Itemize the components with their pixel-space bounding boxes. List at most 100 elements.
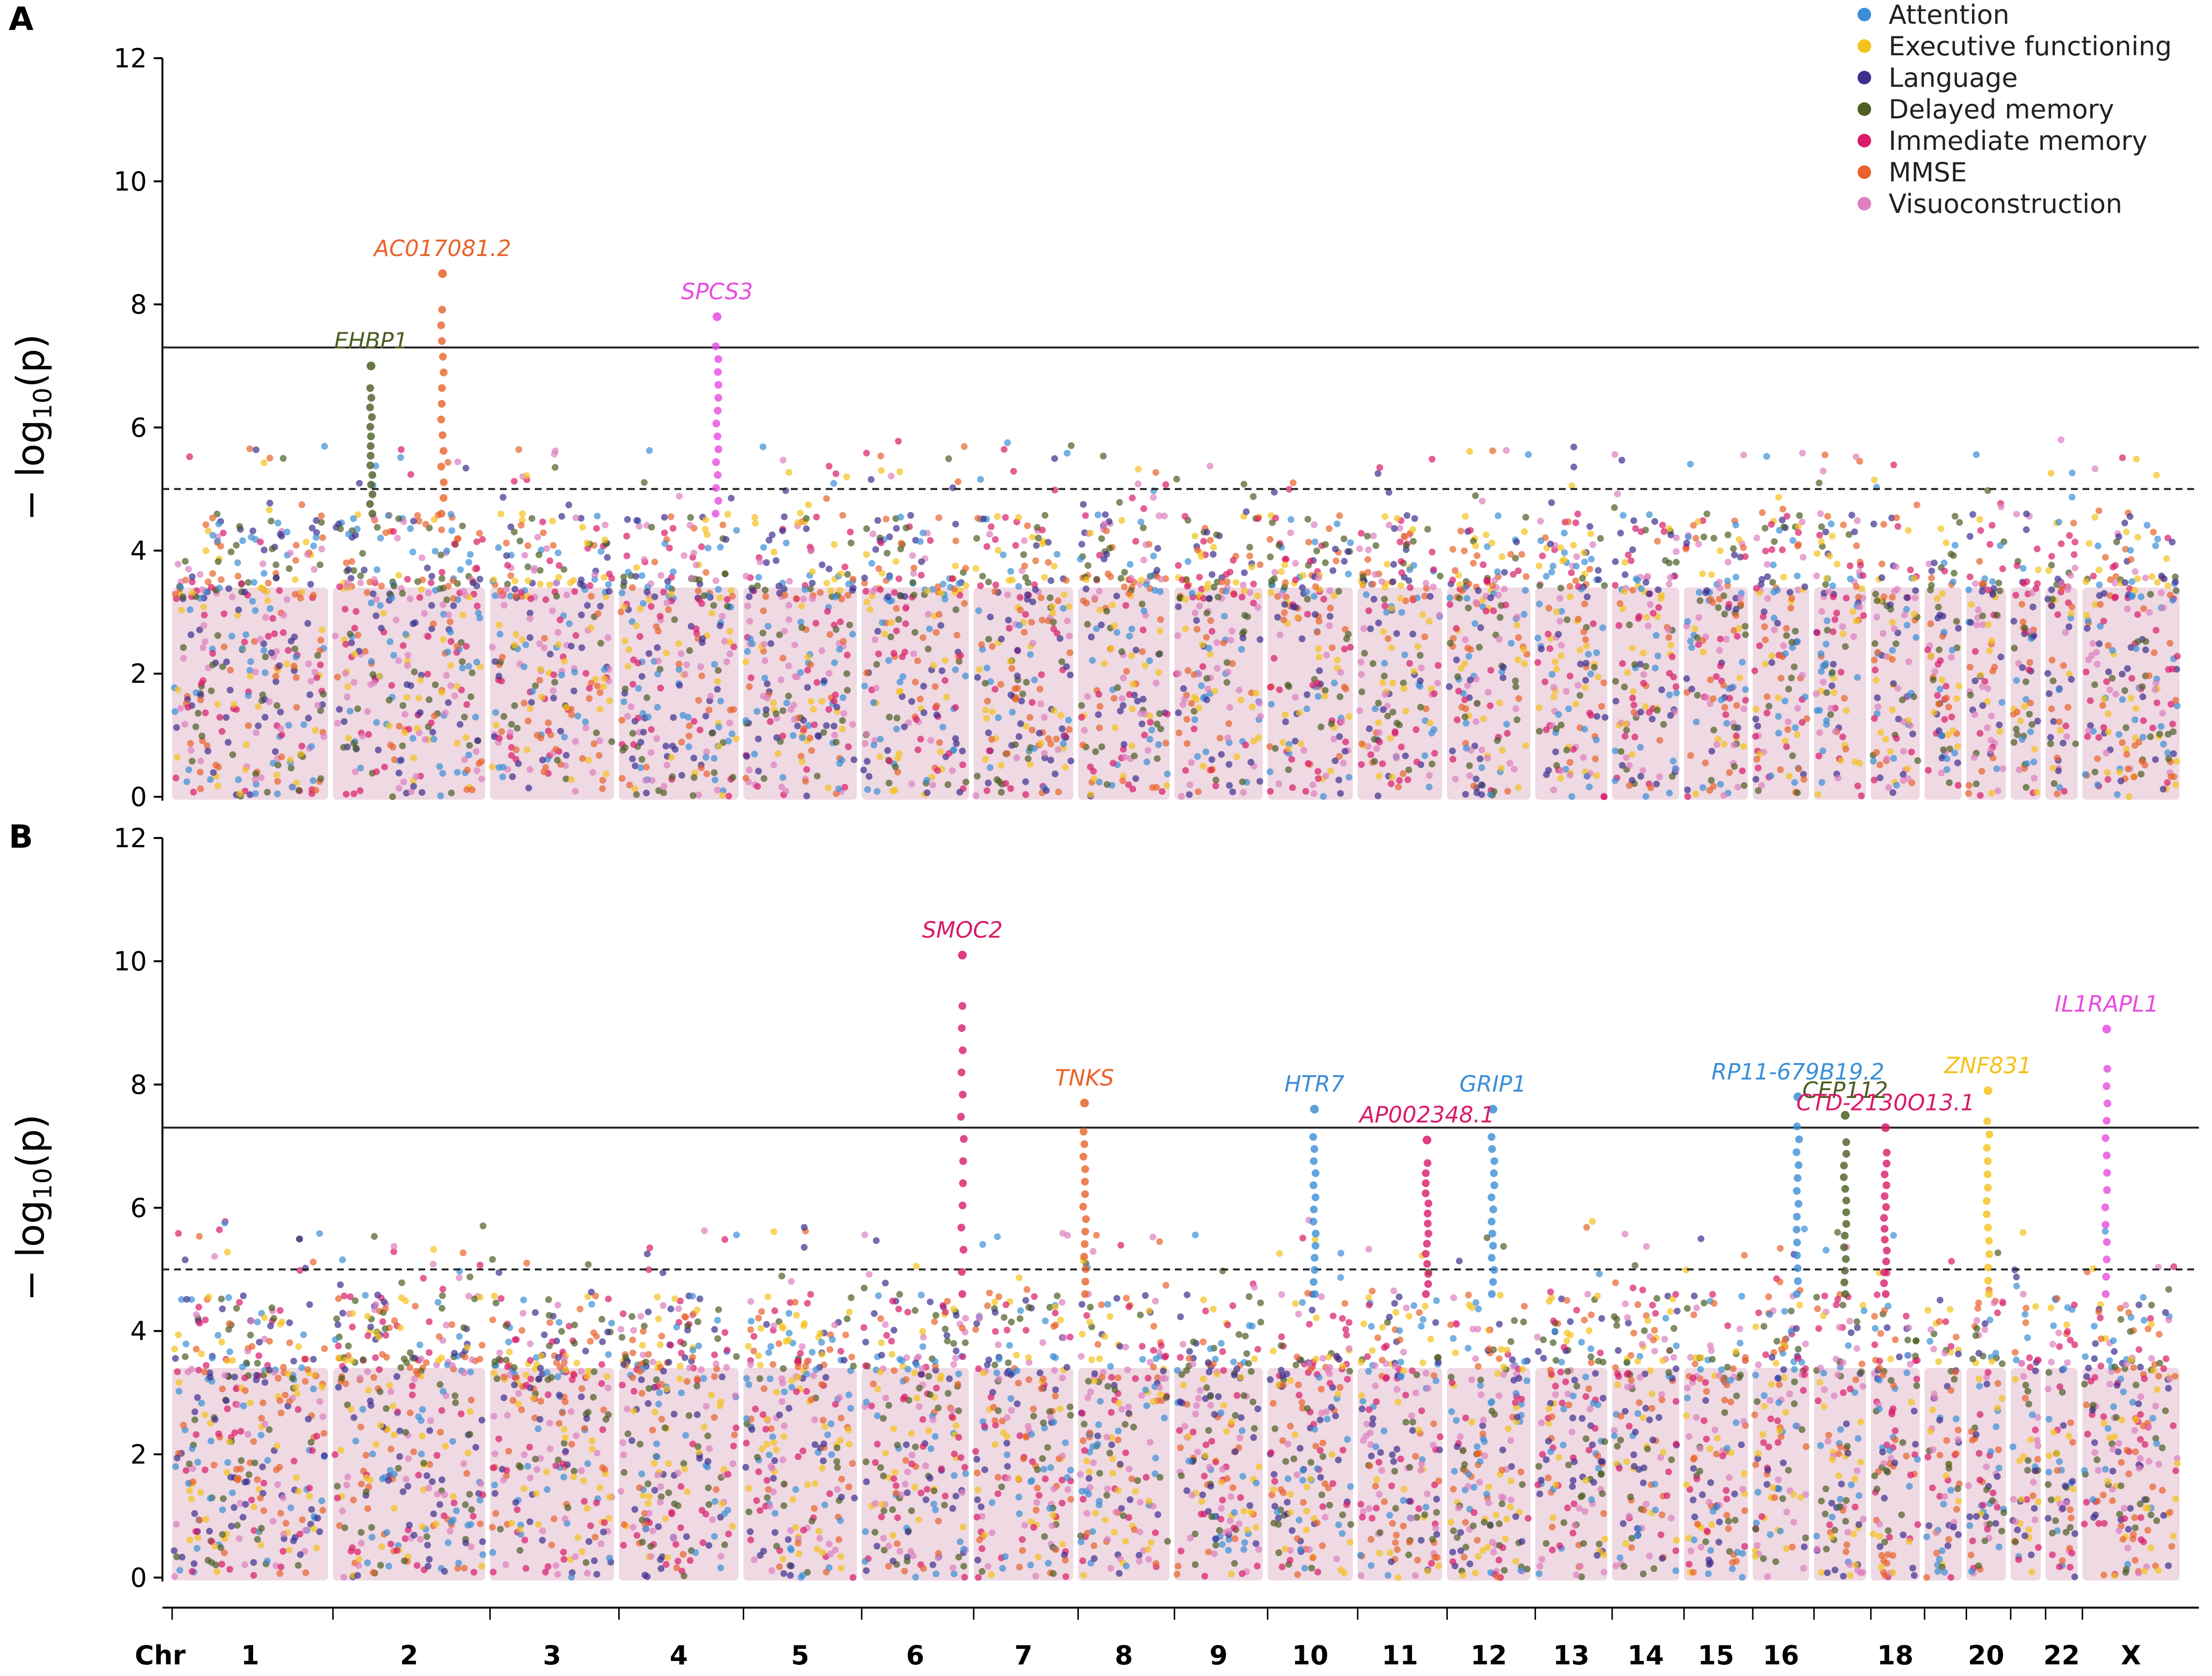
snp-point xyxy=(334,1495,341,1501)
snp-point xyxy=(1194,753,1201,760)
snp-point xyxy=(952,521,959,528)
snp-point xyxy=(1401,651,1408,658)
snp-point xyxy=(1391,525,1398,532)
snp-point xyxy=(1047,595,1054,601)
snp-point xyxy=(578,645,585,651)
snp-point xyxy=(826,670,833,677)
snp-point xyxy=(1988,737,1994,743)
snp-point xyxy=(550,687,557,694)
snp-point xyxy=(1198,682,1205,689)
snp-point xyxy=(1303,706,1310,712)
snp-point xyxy=(1196,602,1203,609)
snp-point xyxy=(1637,744,1644,751)
snp-point xyxy=(1119,648,1125,655)
snp-point xyxy=(810,706,817,713)
snp-point xyxy=(518,1406,525,1413)
snp-point xyxy=(489,1256,496,1263)
snp-point xyxy=(1421,633,1428,640)
snp-point xyxy=(464,1470,470,1477)
snp-point xyxy=(445,699,452,706)
snp-point xyxy=(438,575,445,582)
snp-point xyxy=(424,564,431,571)
snp-point xyxy=(749,640,756,647)
snp-point xyxy=(1084,693,1091,700)
snp-point xyxy=(647,580,654,587)
snp-point xyxy=(606,588,612,595)
snp-point xyxy=(1535,659,1541,666)
snp-point xyxy=(1472,492,1479,499)
snp-point xyxy=(377,1562,384,1569)
snp-point xyxy=(933,629,940,636)
snp-point xyxy=(1375,720,1382,726)
snp-point xyxy=(1537,582,1543,589)
snp-point xyxy=(773,710,780,717)
snp-point xyxy=(1335,776,1342,783)
panel-letter-b: B xyxy=(9,818,33,855)
snp-point xyxy=(1913,501,1920,508)
snp-point xyxy=(1703,587,1710,594)
snp-point xyxy=(622,686,629,693)
snp-point xyxy=(767,718,774,725)
snp-point xyxy=(683,661,690,668)
snp-point xyxy=(345,531,352,538)
snp-point xyxy=(268,518,274,525)
snp-point xyxy=(1036,730,1042,737)
snp-point xyxy=(536,677,543,684)
snp-point xyxy=(1695,641,1702,648)
snp-point xyxy=(195,1367,202,1373)
chromosome-points-16 xyxy=(1751,450,1811,800)
snp-point xyxy=(910,579,916,586)
snp-point xyxy=(1381,673,1388,679)
snp-point xyxy=(1226,761,1233,768)
snp-point xyxy=(953,740,960,747)
snp-point xyxy=(2065,583,2072,590)
snp-point xyxy=(1484,755,1491,762)
snp-point xyxy=(1637,773,1644,780)
snp-point xyxy=(1639,767,1646,774)
snp-point xyxy=(1911,611,1918,617)
snp-point xyxy=(1120,702,1126,709)
snp-point xyxy=(585,1261,592,1268)
snp-point xyxy=(962,582,969,589)
snp-point xyxy=(624,552,630,559)
snp-point xyxy=(1464,595,1471,602)
snp-point xyxy=(690,755,697,761)
snp-point xyxy=(1257,636,1264,643)
snp-point xyxy=(998,762,1005,769)
snp-point xyxy=(2035,566,2042,573)
snp-point xyxy=(429,1478,435,1485)
snp-point xyxy=(1496,700,1503,707)
snp-point xyxy=(661,514,668,521)
snp-point xyxy=(849,587,856,594)
snp-point xyxy=(1029,640,1036,647)
snp-point xyxy=(2023,511,2030,517)
snp-point xyxy=(1473,599,1479,606)
snp-point xyxy=(1276,542,1282,548)
snp-point xyxy=(254,1536,261,1543)
snp-point xyxy=(690,718,697,725)
snp-point xyxy=(1397,538,1404,545)
snp-point xyxy=(895,616,902,623)
snp-point xyxy=(218,1338,225,1345)
snp-point xyxy=(1775,494,1782,501)
snp-point xyxy=(1500,675,1507,681)
snp-point xyxy=(340,1574,347,1580)
snp-point xyxy=(1282,711,1289,718)
snp-point xyxy=(337,526,344,532)
snp-point xyxy=(631,785,638,792)
snp-point xyxy=(245,692,252,699)
y-tick-label: 0 xyxy=(130,782,147,812)
snp-point xyxy=(349,1323,356,1330)
snp-point xyxy=(291,633,298,640)
snp-point xyxy=(1905,775,1911,782)
snp-point xyxy=(414,512,421,519)
snp-point xyxy=(2150,529,2157,535)
peak-point xyxy=(368,413,376,421)
snp-point xyxy=(785,602,792,609)
snp-point xyxy=(952,537,959,544)
snp-point xyxy=(272,673,279,680)
snp-point xyxy=(624,533,630,540)
snp-point xyxy=(1938,732,1945,739)
snp-point xyxy=(794,519,801,526)
snp-point xyxy=(1723,720,1730,727)
